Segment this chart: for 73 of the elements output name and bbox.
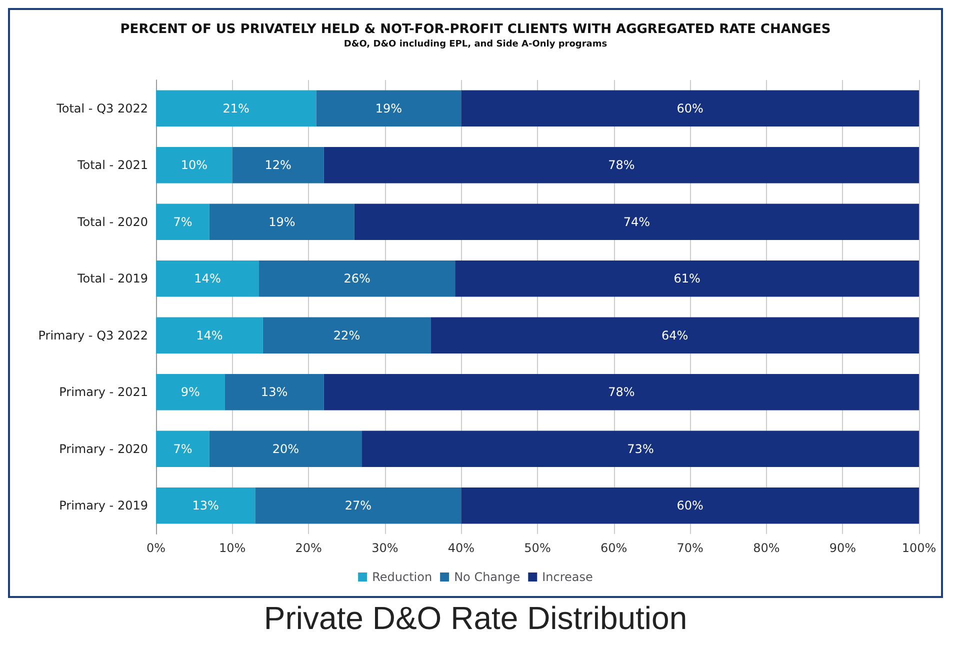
bar <box>255 487 462 524</box>
data-label: 7% <box>173 214 192 229</box>
x-tick-label: 80% <box>753 541 780 555</box>
x-tick-label: 40% <box>448 541 475 555</box>
bar <box>461 487 919 524</box>
y-tick-label: Total - 2021 <box>76 158 148 172</box>
bar <box>455 260 919 297</box>
bar <box>362 430 919 468</box>
bar <box>209 204 354 240</box>
data-label: 14% <box>194 272 221 286</box>
bar <box>156 374 225 410</box>
bar <box>324 374 919 410</box>
data-label: 10% <box>180 158 208 172</box>
x-tick-label: 100% <box>902 541 936 555</box>
y-tick-label: Primary - Q3 2022 <box>38 328 148 342</box>
bar <box>259 260 456 297</box>
data-label: 73% <box>627 442 654 456</box>
data-label: 26% <box>344 272 370 286</box>
bar <box>224 374 324 410</box>
x-tick-label: 50% <box>524 541 551 555</box>
y-tick-label: Total - Q3 2022 <box>56 101 148 116</box>
x-tick-label: 60% <box>600 541 628 555</box>
bar <box>156 317 263 354</box>
data-label: 13% <box>192 498 219 513</box>
data-label: 19% <box>268 214 296 229</box>
data-label: 60% <box>676 101 704 116</box>
data-label: 12% <box>264 158 292 172</box>
data-label: 20% <box>272 442 300 456</box>
text: Private D&O Rate Distribution <box>262 599 688 638</box>
data-label: 9% <box>180 385 200 400</box>
x-tick-label: 10% <box>218 541 246 555</box>
x-tick-label: 20% <box>295 541 322 555</box>
data-label: 78% <box>608 158 635 172</box>
bar <box>262 317 431 354</box>
y-tick-label: Primary - 2019 <box>59 498 148 513</box>
data-label: 74% <box>623 214 650 229</box>
bar <box>156 90 316 127</box>
y-tick-label: Primary - 2020 <box>59 442 148 456</box>
data-label: 19% <box>375 101 402 116</box>
data-label: 13% <box>260 385 288 400</box>
chart-title: PERCENT OF US PRIVATELY HELD & NOT-FOR-PROFIT CLIENTS WITH AGGREGATED RATE CHANGES <box>120 22 831 37</box>
x-tick-label: 30% <box>372 541 398 555</box>
legend-label: Reduction <box>372 570 432 584</box>
data-label: 61% <box>674 272 700 286</box>
bar <box>461 90 919 127</box>
legend-label: No Change <box>454 570 520 584</box>
data-label: 64% <box>662 328 688 342</box>
data-label: 27% <box>344 498 372 513</box>
bar <box>209 430 362 468</box>
bar <box>156 204 210 240</box>
data-label: 60% <box>676 498 704 513</box>
bar <box>324 146 919 184</box>
bar <box>156 260 260 297</box>
data-label: 21% <box>222 101 250 116</box>
data-label: 78% <box>608 385 635 400</box>
bar <box>354 204 919 240</box>
y-tick-label: Total - 2019 <box>76 272 148 286</box>
data-label: 14% <box>196 328 223 342</box>
bar <box>156 146 232 184</box>
legend-label: Increase <box>542 570 593 584</box>
bar <box>156 430 210 468</box>
chart-subtitle: D&O, D&O including EPL, and Side A-Only programs <box>344 40 608 50</box>
x-tick-label: 0% <box>146 541 166 555</box>
bar <box>156 487 256 524</box>
data-label: 22% <box>333 328 360 342</box>
x-tick-label: 70% <box>676 541 704 555</box>
y-tick-label: Primary - 2021 <box>59 385 148 400</box>
y-tick-label: Total - 2020 <box>76 214 148 229</box>
data-label: 7% <box>173 442 192 456</box>
bar <box>232 146 324 184</box>
x-tick-label: 90% <box>829 541 856 555</box>
bar <box>430 317 919 354</box>
bar <box>316 90 462 127</box>
